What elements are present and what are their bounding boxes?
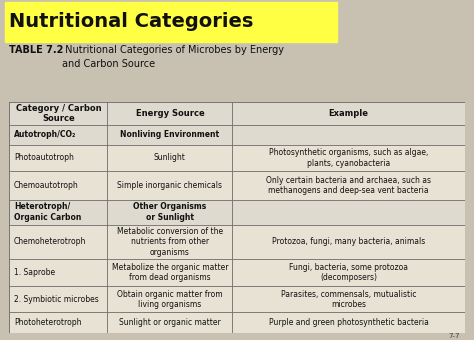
Bar bbox=[232, 125, 465, 145]
Bar bbox=[232, 312, 465, 333]
Bar bbox=[107, 259, 232, 286]
Bar bbox=[107, 171, 232, 200]
Text: Nutritional Categories: Nutritional Categories bbox=[9, 12, 254, 31]
Bar bbox=[232, 171, 465, 200]
Bar bbox=[9, 225, 107, 259]
Bar bbox=[232, 259, 465, 286]
Bar bbox=[9, 171, 107, 200]
Bar bbox=[5, 2, 337, 42]
Bar bbox=[232, 225, 465, 259]
Text: Heterotroph/
Organic Carbon: Heterotroph/ Organic Carbon bbox=[14, 202, 82, 222]
Text: Category / Carbon
Source: Category / Carbon Source bbox=[16, 104, 101, 123]
Bar bbox=[9, 200, 107, 225]
Bar bbox=[107, 125, 232, 145]
Text: Sunlight: Sunlight bbox=[154, 153, 186, 163]
Text: Metabolic conversion of the
nutrients from other
organisms: Metabolic conversion of the nutrients fr… bbox=[117, 227, 223, 257]
Bar bbox=[107, 312, 232, 333]
Bar bbox=[107, 102, 232, 125]
Text: Metabolize the organic matter
from dead organisms: Metabolize the organic matter from dead … bbox=[112, 263, 228, 282]
Text: Nutritional Categories of Microbes by Energy
and Carbon Source: Nutritional Categories of Microbes by En… bbox=[62, 45, 284, 69]
Text: Energy Source: Energy Source bbox=[136, 109, 204, 118]
Bar bbox=[9, 286, 107, 312]
Text: Photoautotroph: Photoautotroph bbox=[14, 153, 74, 163]
Text: Example: Example bbox=[328, 109, 368, 118]
Bar bbox=[9, 312, 107, 333]
Text: 2. Symbiotic microbes: 2. Symbiotic microbes bbox=[14, 295, 99, 304]
Bar bbox=[107, 225, 232, 259]
Text: Simple inorganic chemicals: Simple inorganic chemicals bbox=[118, 181, 222, 190]
Text: Obtain organic matter from
living organisms: Obtain organic matter from living organi… bbox=[117, 290, 223, 309]
Bar bbox=[9, 259, 107, 286]
Text: Only certain bacteria and archaea, such as
methanogens and deep-sea vent bacteri: Only certain bacteria and archaea, such … bbox=[266, 175, 431, 195]
Bar bbox=[232, 102, 465, 125]
Text: Other Organisms
or Sunlight: Other Organisms or Sunlight bbox=[133, 202, 207, 222]
Text: Photosynthetic organisms, such as algae,
plants, cyanobacteria: Photosynthetic organisms, such as algae,… bbox=[269, 148, 428, 168]
Text: Fungi, bacteria, some protozoa
(decomposers): Fungi, bacteria, some protozoa (decompos… bbox=[289, 263, 408, 282]
Bar bbox=[9, 102, 107, 125]
Text: Protozoa, fungi, many bacteria, animals: Protozoa, fungi, many bacteria, animals bbox=[272, 237, 425, 246]
Text: Purple and green photosynthetic bacteria: Purple and green photosynthetic bacteria bbox=[269, 318, 428, 327]
Bar bbox=[9, 145, 107, 171]
Text: Nonliving Environment: Nonliving Environment bbox=[120, 130, 219, 139]
Bar bbox=[107, 286, 232, 312]
Bar bbox=[232, 286, 465, 312]
Text: TABLE 7.2: TABLE 7.2 bbox=[9, 45, 64, 55]
Text: Chemoautotroph: Chemoautotroph bbox=[14, 181, 79, 190]
Bar bbox=[232, 200, 465, 225]
Bar bbox=[107, 200, 232, 225]
Text: 7-7: 7-7 bbox=[448, 333, 460, 339]
Bar bbox=[232, 145, 465, 171]
Bar bbox=[107, 145, 232, 171]
Text: Chemoheterotroph: Chemoheterotroph bbox=[14, 237, 86, 246]
Text: Autotroph/CO₂: Autotroph/CO₂ bbox=[14, 130, 76, 139]
Text: Photoheterotroph: Photoheterotroph bbox=[14, 318, 82, 327]
Text: Parasites, commensals, mutualistic
microbes: Parasites, commensals, mutualistic micro… bbox=[281, 290, 416, 309]
Text: Sunlight or organic matter: Sunlight or organic matter bbox=[119, 318, 221, 327]
Bar bbox=[9, 125, 107, 145]
Text: 1. Saprobe: 1. Saprobe bbox=[14, 268, 55, 277]
